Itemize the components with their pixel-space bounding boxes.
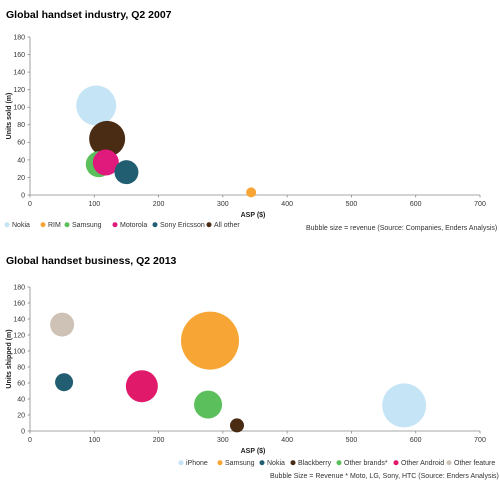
legend-marker-sony-ericsson — [152, 222, 158, 228]
legend-marker-all-other — [206, 222, 212, 228]
bubble-samsung — [181, 311, 239, 370]
x-tick-label: 500 — [346, 201, 358, 208]
chart-title: Global handset industry, Q2 2007 — [6, 9, 172, 21]
y-tick-label: 20 — [17, 412, 25, 419]
x-tick-label: 400 — [281, 437, 293, 444]
x-tick-label: 500 — [346, 437, 358, 444]
legend-label-other-feature: Other feature — [454, 460, 495, 467]
y-axis-label: Units shipped (m) — [6, 329, 13, 388]
legend-marker-iphone — [178, 460, 184, 466]
legend-marker-samsung — [217, 460, 223, 466]
bubble-other-feature — [50, 312, 75, 337]
y-tick-label: 20 — [17, 175, 25, 182]
y-tick-label: 0 — [21, 428, 25, 435]
x-tick-label: 300 — [217, 437, 229, 444]
legend-label-samsung: Samsung — [72, 222, 102, 229]
y-tick-label: 140 — [13, 70, 25, 77]
chart-1: Global handset industry, Q2 2007 0 20 40 60 8… — [4, 9, 497, 232]
bubble-other-brands — [194, 390, 223, 419]
bubble-rim — [246, 187, 257, 198]
y-tick-label: 180 — [13, 34, 25, 41]
x-tick-label: 200 — [153, 201, 165, 208]
x-tick-label: 700 — [474, 437, 486, 444]
chart-note: Bubble Size = Revenue * Moto, LG, Sony, … — [270, 473, 499, 480]
legend-marker-other-android — [393, 460, 399, 466]
legend-label-rim: RIM — [48, 222, 61, 229]
legend-label-nokia: Nokia — [12, 222, 30, 229]
legend-marker-other-feature — [446, 460, 452, 466]
legend-label-sony-ericsson: Sony Ericsson — [160, 222, 205, 229]
x-tick-label: 300 — [217, 201, 229, 208]
x-axis-label: ASP ($) — [241, 448, 266, 455]
x-axis-label: ASP ($) — [241, 212, 266, 219]
legend-marker-samsung — [64, 222, 70, 228]
bubble-iphone — [382, 383, 427, 428]
legend-label-motorola: Motorola — [120, 222, 147, 229]
x-tick-label: 400 — [281, 201, 293, 208]
y-tick-label: 80 — [17, 364, 25, 371]
chart-2: Global handset business, Q2 2013 0 20 40 60 8… — [6, 255, 499, 480]
y-tick-label: 0 — [21, 192, 25, 199]
chart-title: Global handset business, Q2 2013 — [6, 255, 177, 267]
y-tick-label: 40 — [17, 396, 25, 403]
x-tick-label: 600 — [410, 437, 422, 444]
legend-label-blackberry: Blackberry — [298, 460, 332, 467]
legend-label-other-android: Other Android — [401, 460, 444, 467]
legend-label-iphone: iPhone — [186, 460, 208, 467]
y-tick-label: 160 — [13, 52, 25, 59]
x-tick-label: 100 — [88, 437, 100, 444]
legend-label-all-other: All other — [214, 222, 240, 229]
x-tick-label: 200 — [153, 437, 165, 444]
x-tick-label: 600 — [410, 201, 422, 208]
legend-marker-nokia — [4, 222, 10, 228]
y-tick-label: 180 — [13, 284, 25, 291]
bubble-blackberry — [230, 418, 244, 433]
y-tick-label: 140 — [13, 316, 25, 323]
bubble-all-other — [89, 120, 126, 157]
bubble-nokia — [76, 85, 117, 126]
y-tick-label: 120 — [13, 87, 25, 94]
y-tick-label: 80 — [17, 122, 25, 129]
y-tick-label: 100 — [13, 105, 25, 112]
y-tick-label: 120 — [13, 332, 25, 339]
legend-marker-nokia — [259, 460, 265, 466]
bubble-other-android — [125, 370, 158, 403]
legend-label-nokia: Nokia — [267, 460, 285, 467]
chart-note: Bubble size = revenue (Source: Companies… — [306, 225, 497, 232]
bubble-motorola — [92, 149, 119, 176]
legend-label-samsung: Samsung — [225, 460, 255, 467]
legend-label-other-brands: Other brands* — [344, 460, 388, 467]
y-tick-label: 100 — [13, 348, 25, 355]
y-tick-label: 40 — [17, 157, 25, 164]
legend-marker-blackberry — [290, 460, 296, 466]
y-tick-label: 60 — [17, 380, 25, 387]
legend-marker-rim — [40, 222, 46, 228]
x-tick-label: 0 — [28, 201, 32, 208]
x-tick-label: 700 — [474, 201, 486, 208]
y-axis-label: Units sold (m) — [6, 93, 13, 140]
x-tick-label: 100 — [88, 201, 100, 208]
y-tick-label: 60 — [17, 140, 25, 147]
legend-marker-other-brands — [336, 460, 342, 466]
y-tick-label: 160 — [13, 300, 25, 307]
bubble-sony-ericsson — [114, 160, 139, 185]
bubble-nokia — [55, 373, 74, 392]
x-tick-label: 0 — [28, 437, 32, 444]
legend-marker-motorola — [112, 222, 118, 228]
